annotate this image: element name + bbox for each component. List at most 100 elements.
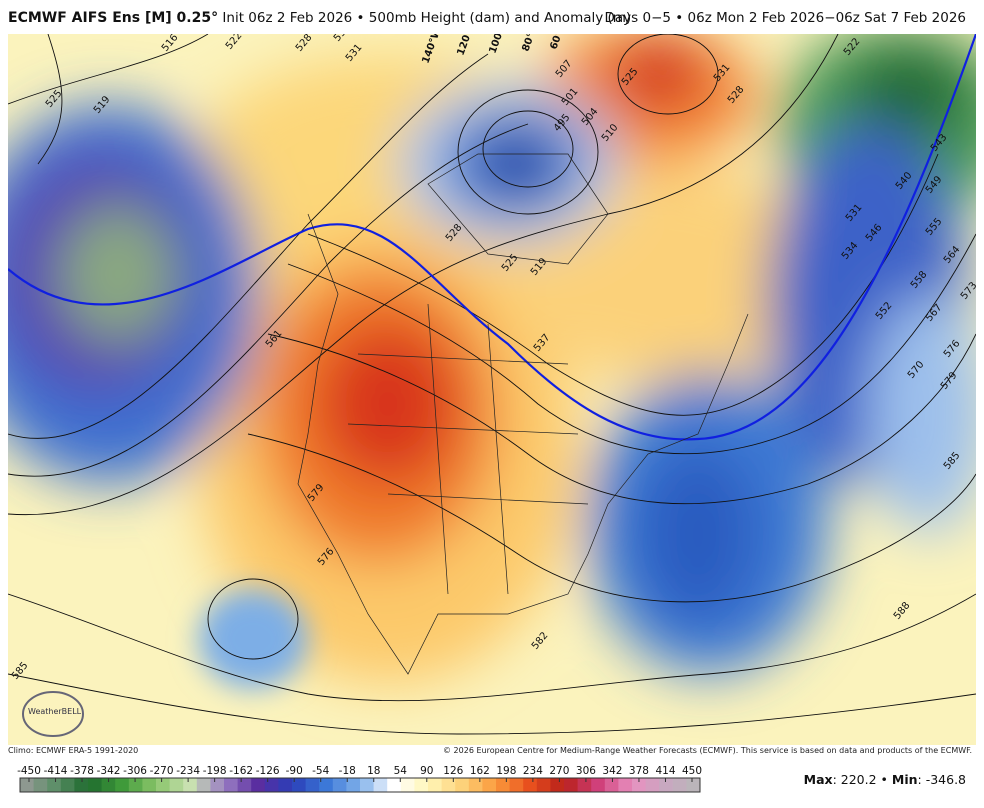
colorbar-tick-label: 162 <box>470 765 490 777</box>
footer: Climo: ECMWF ERA-5 1991-2020 © 2026 Euro… <box>8 746 976 755</box>
colorbar-tick-label: -90 <box>286 765 303 777</box>
colorbar-swatch <box>496 778 511 792</box>
colorbar-tick-label: 234 <box>523 765 543 777</box>
colorbar-swatch <box>115 778 130 792</box>
colorbar-tick-label: 54 <box>394 765 408 777</box>
colorbar-swatch <box>47 778 62 792</box>
logo: WeatherBELL <box>28 707 82 716</box>
colorbar-tick-label: 450 <box>682 765 702 777</box>
colorbar-swatch <box>128 778 143 792</box>
copyright: © 2026 European Centre for Medium-Range … <box>443 746 972 755</box>
colorbar-swatch <box>305 778 320 792</box>
colorbar-tick-label: -270 <box>150 765 174 777</box>
subtitle: Init 06z 2 Feb 2026 • 500mb Height (dam)… <box>222 10 632 26</box>
colorbar-tick-label: -54 <box>312 765 329 777</box>
colorbar-tick-label: -378 <box>70 765 94 777</box>
colorbar-swatch <box>577 778 592 792</box>
colorbar-swatch <box>210 778 225 792</box>
colorbar-tick-label: -162 <box>229 765 253 777</box>
colorbar-swatch <box>455 778 470 792</box>
colorbar-swatch <box>20 778 35 792</box>
colorbar-swatch <box>251 778 266 792</box>
colorbar-swatch <box>550 778 565 792</box>
colorbar-swatch <box>278 778 293 792</box>
anomaly-field <box>8 34 976 745</box>
colorbar-tick-label: -126 <box>256 765 280 777</box>
contour-label: 534 <box>332 34 353 44</box>
colorbar-tick-label: 18 <box>367 765 380 777</box>
colorbar-swatch <box>591 778 606 792</box>
colorbar-tick-label: -414 <box>44 765 68 777</box>
colorbar-tick-label: -234 <box>176 765 200 777</box>
colorbar-swatch <box>509 778 524 792</box>
climo-note: Climo: ECMWF ERA-5 1991-2020 <box>8 746 139 755</box>
colorbar-swatch <box>387 778 402 792</box>
min-label: Min <box>891 772 918 787</box>
logo-mark <box>22 691 84 737</box>
colorbar-swatch <box>360 778 375 792</box>
colorbar-swatch <box>468 778 483 792</box>
colorbar-tick-label: 306 <box>576 765 596 777</box>
colorbar-swatch <box>400 778 415 792</box>
colorbar-tick-label: 198 <box>496 765 516 777</box>
stats: Max: 220.2 • Min: -346.8 <box>803 772 966 787</box>
colorbar-swatch <box>196 778 211 792</box>
colorbar-tick-label: 342 <box>602 765 622 777</box>
max-value: 220.2 <box>840 772 877 787</box>
colorbar-swatch <box>672 778 687 792</box>
period: Days 0−5 • 06z Mon 2 Feb 2026−06z Sat 7 … <box>604 10 966 26</box>
colorbar-swatch <box>686 778 701 792</box>
map: 5165255195225285345315075014955045105255… <box>8 34 976 745</box>
colorbar-tick-label: 270 <box>549 765 569 777</box>
colorbar-swatch <box>632 778 647 792</box>
contours <box>8 34 976 735</box>
colorbar-tick-label: -198 <box>203 765 227 777</box>
colorbar-swatch <box>482 778 497 792</box>
colorbar-swatch <box>74 778 89 792</box>
colorbar-swatch <box>441 778 456 792</box>
colorbar-swatch <box>659 778 674 792</box>
coastlines <box>297 153 749 675</box>
colorbar-swatch <box>183 778 198 792</box>
colorbar-swatch <box>33 778 48 792</box>
colorbar-swatch <box>101 778 116 792</box>
colorbar-swatch <box>428 778 443 792</box>
colorbar-swatch <box>373 778 388 792</box>
colorbar-swatch <box>142 778 157 792</box>
title: ECMWF AIFS Ens [M] 0.25° <box>8 10 219 26</box>
separator: • <box>880 772 888 787</box>
colorbar-swatch <box>645 778 660 792</box>
colorbar-tick-label: -306 <box>123 765 147 777</box>
colorbar-swatch <box>237 778 252 792</box>
colorbar-swatch <box>332 778 347 792</box>
colorbar-swatch <box>618 778 633 792</box>
colorbar-swatch <box>414 778 429 792</box>
colorbar-frame <box>19 777 701 793</box>
contour-540 <box>8 34 976 441</box>
colorbar-swatch <box>564 778 579 792</box>
colorbar: -450 -414 -378 -342 -306 -270 -234 -198 -162 -126… <box>17 765 702 793</box>
colorbar-swatch <box>319 778 334 792</box>
colorbar-swatch <box>88 778 103 792</box>
colorbar-tick-label: -18 <box>339 765 356 777</box>
colorbar-swatch <box>264 778 279 792</box>
colorbar-swatch <box>60 778 75 792</box>
max-label: Max <box>803 772 833 787</box>
colorbar-tick-label: 90 <box>420 765 433 777</box>
colorbar-tick-label: 378 <box>629 765 649 777</box>
colorbar-swatch <box>523 778 538 792</box>
colorbar-swatch <box>346 778 361 792</box>
colorbar-swatch <box>292 778 307 792</box>
colorbar-swatch <box>604 778 619 792</box>
min-value: -346.8 <box>925 772 966 787</box>
colorbar-swatch <box>156 778 171 792</box>
header: ECMWF AIFS Ens [M] 0.25° Init 06z 2 Feb … <box>8 10 976 32</box>
colorbar-swatch <box>536 778 551 792</box>
colorbar-swatch <box>224 778 239 792</box>
colorbar-tick-label: -342 <box>97 765 121 777</box>
colorbar-tick-label: 126 <box>443 765 463 777</box>
colorbar-swatch <box>169 778 184 792</box>
colorbar-tick-label: 414 <box>655 765 675 777</box>
colorbar-tick-label: -450 <box>17 765 41 777</box>
